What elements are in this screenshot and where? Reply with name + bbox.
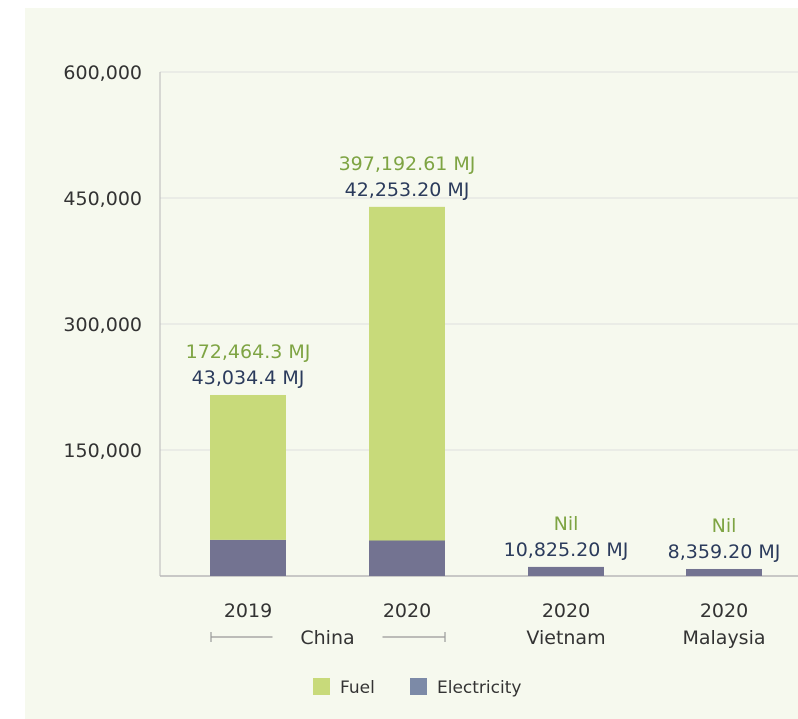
x-year-label: 2019: [224, 600, 272, 622]
legend-swatch-electricity: [410, 678, 427, 695]
gridlines: [160, 71, 798, 451]
fuel-data-label: Nil: [712, 515, 737, 537]
x-country-label: Malaysia: [682, 627, 765, 649]
electricity-data-label: 43,034.4 MJ: [192, 367, 305, 389]
electricity-bar: [686, 568, 762, 576]
electricity-bar: [528, 566, 604, 576]
x-axis-labels: 2019 2020 2020 Vietnam 2020 Malaysia: [224, 600, 766, 649]
group-label-china: China: [300, 627, 354, 649]
electricity-data-label: 8,359.20 MJ: [668, 541, 781, 563]
x-year-label: 2020: [542, 600, 590, 622]
y-tick-label: 600,000: [63, 62, 142, 84]
legend: Fuel Electricity: [313, 678, 521, 698]
fuel-bar: [210, 394, 286, 540]
energy-consumption-chart: 150,000 300,000 450,000 600,000 172,464.3 M…: [63, 62, 798, 698]
china-group-bracket: China: [210, 627, 446, 649]
fuel-data-label: 172,464.3 MJ: [186, 341, 311, 363]
fuel-bar: [369, 206, 445, 541]
electricity-data-label: 10,825.20 MJ: [504, 539, 629, 561]
y-tick-label: 450,000: [63, 188, 142, 210]
chart-panel: 150,000 300,000 450,000 600,000 172,464.3 M…: [25, 8, 798, 719]
x-year-label: 2020: [700, 600, 748, 622]
fuel-data-label: Nil: [554, 513, 579, 535]
data-labels: 172,464.3 MJ 43,034.4 MJ 397,192.61 MJ 42,2…: [186, 153, 781, 563]
legend-swatch-fuel: [313, 678, 330, 695]
y-tick-label: 300,000: [63, 314, 142, 336]
x-country-label: Vietnam: [526, 627, 605, 649]
legend-label-electricity: Electricity: [437, 678, 521, 698]
fuel-data-label: 397,192.61 MJ: [339, 153, 476, 175]
y-tick-label: 150,000: [63, 440, 142, 462]
legend-label-fuel: Fuel: [340, 678, 375, 698]
electricity-data-label: 42,253.20 MJ: [345, 179, 470, 201]
bars: [210, 206, 762, 576]
y-axis-ticks: 150,000 300,000 450,000 600,000: [63, 62, 142, 462]
electricity-bar: [369, 540, 445, 576]
x-year-label: 2020: [383, 600, 431, 622]
electricity-bar: [210, 539, 286, 576]
